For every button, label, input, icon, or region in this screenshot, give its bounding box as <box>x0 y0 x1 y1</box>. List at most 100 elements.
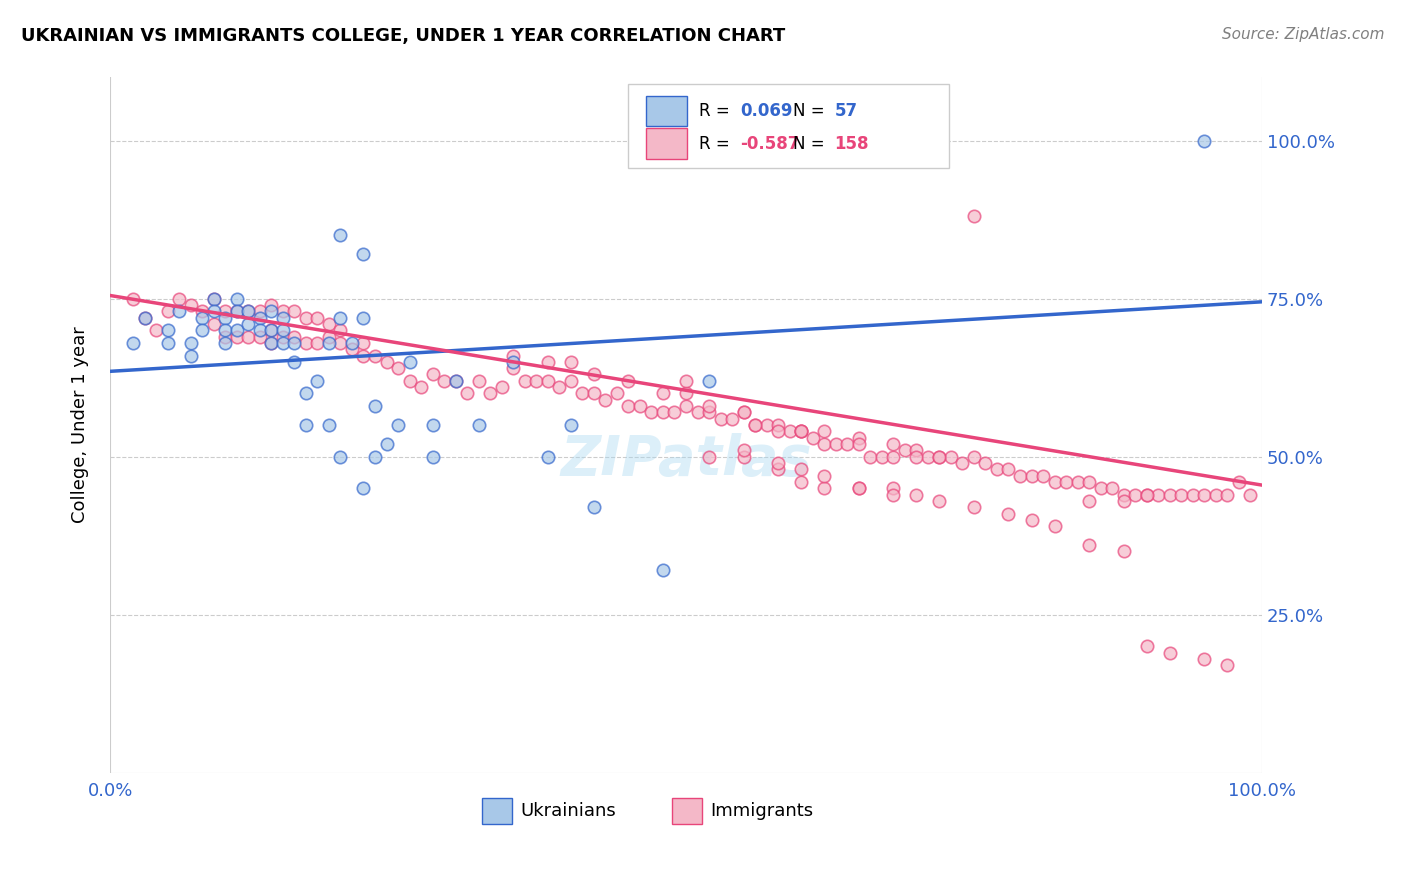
Point <box>733 405 755 419</box>
Point <box>1159 646 1181 660</box>
Point <box>214 323 236 337</box>
Point <box>779 425 801 439</box>
Point <box>364 349 387 363</box>
Point <box>513 374 536 388</box>
Point <box>859 450 882 464</box>
Point <box>271 323 294 337</box>
Point <box>1216 658 1239 673</box>
Point <box>422 368 444 382</box>
Point <box>1136 487 1159 501</box>
Point <box>260 335 283 350</box>
Point <box>571 386 593 401</box>
Point <box>491 380 513 394</box>
Point <box>260 335 283 350</box>
Text: Ukrainians: Ukrainians <box>520 802 616 820</box>
Point <box>202 304 225 318</box>
Point <box>271 329 294 343</box>
Point <box>1078 475 1101 489</box>
Point <box>974 456 997 470</box>
Point <box>340 342 363 356</box>
Point <box>537 374 560 388</box>
Point <box>134 310 156 325</box>
Point <box>238 317 260 331</box>
Point <box>560 355 582 369</box>
Point <box>353 481 375 495</box>
Point <box>422 450 444 464</box>
Point <box>1194 487 1216 501</box>
FancyBboxPatch shape <box>482 797 512 824</box>
Point <box>697 374 720 388</box>
Point <box>664 405 686 419</box>
Point <box>433 374 456 388</box>
Point <box>295 335 318 350</box>
Point <box>444 374 467 388</box>
Point <box>249 304 271 318</box>
Point <box>744 418 766 433</box>
Point <box>329 228 352 243</box>
Point <box>260 323 283 337</box>
Y-axis label: College, Under 1 year: College, Under 1 year <box>72 326 89 524</box>
Point <box>675 386 697 401</box>
FancyBboxPatch shape <box>645 95 688 126</box>
Point <box>1181 487 1204 501</box>
Point <box>882 487 904 501</box>
Point <box>340 335 363 350</box>
Point <box>249 310 271 325</box>
Point <box>238 304 260 318</box>
Point <box>353 349 375 363</box>
Point <box>813 437 835 451</box>
Point <box>997 462 1019 476</box>
Point <box>283 335 305 350</box>
Point <box>225 304 247 318</box>
Point <box>952 456 974 470</box>
Text: -0.587: -0.587 <box>740 135 800 153</box>
Point <box>939 450 962 464</box>
Point <box>697 399 720 413</box>
Point <box>801 431 824 445</box>
Point <box>1194 134 1216 148</box>
Point <box>1054 475 1077 489</box>
Point <box>1021 513 1043 527</box>
Point <box>238 329 260 343</box>
Point <box>353 310 375 325</box>
Point <box>318 418 340 433</box>
Point <box>537 450 560 464</box>
Point <box>560 418 582 433</box>
Point <box>1112 494 1135 508</box>
Point <box>307 374 329 388</box>
Point <box>766 462 789 476</box>
Point <box>548 380 571 394</box>
Point <box>502 355 524 369</box>
Point <box>387 361 409 376</box>
Point <box>214 310 236 325</box>
Point <box>180 335 202 350</box>
Point <box>364 399 387 413</box>
Point <box>652 405 675 419</box>
Point <box>271 304 294 318</box>
Point <box>582 386 605 401</box>
Point <box>214 335 236 350</box>
Point <box>721 411 744 425</box>
Text: 158: 158 <box>835 135 869 153</box>
Point <box>1043 475 1066 489</box>
Point <box>755 418 778 433</box>
Text: ZIPatlas: ZIPatlas <box>560 433 811 487</box>
Point <box>537 355 560 369</box>
Point <box>963 450 986 464</box>
Point <box>1112 487 1135 501</box>
Point <box>167 292 190 306</box>
Point <box>1136 487 1159 501</box>
Point <box>283 304 305 318</box>
Point <box>709 411 731 425</box>
Point <box>191 310 214 325</box>
Point <box>1227 475 1250 489</box>
Point <box>652 386 675 401</box>
Point <box>329 450 352 464</box>
Point <box>1008 468 1031 483</box>
Point <box>766 418 789 433</box>
Point <box>652 563 675 577</box>
Text: 0.069: 0.069 <box>740 102 793 120</box>
Point <box>744 418 766 433</box>
Point <box>617 399 640 413</box>
Point <box>467 374 489 388</box>
